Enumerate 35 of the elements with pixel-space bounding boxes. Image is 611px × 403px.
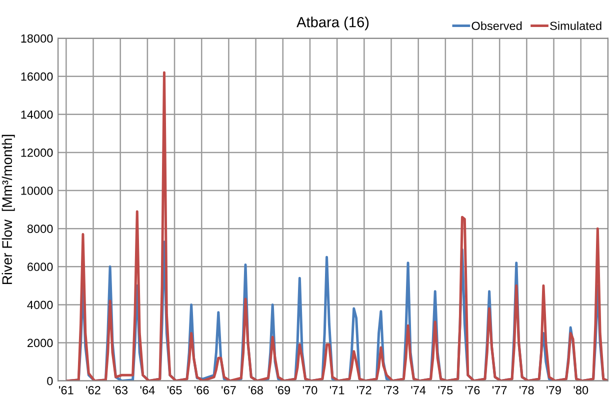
- x-tick-label: '69: [276, 386, 290, 394]
- y-tick-label: 18000: [21, 34, 53, 43]
- x-tick-label: '63: [113, 386, 128, 394]
- y-tick-label: 2000: [28, 338, 53, 348]
- x-tick-label: '72: [357, 386, 372, 394]
- line-series: [66, 71, 608, 381]
- x-tick-label: '71: [330, 386, 344, 394]
- chart-title: Atbara (16): [296, 16, 369, 30]
- x-tick-label: '65: [167, 386, 182, 394]
- y-tick-label: 8000: [27, 224, 53, 233]
- x-tick-label: '80: [574, 386, 588, 394]
- x-tick-label: '62: [86, 386, 100, 394]
- x-tick-label: '66: [194, 386, 209, 394]
- x-tick-label: '78: [520, 386, 534, 394]
- x-tick-label: '67: [222, 386, 236, 394]
- y-tick-label: 16000: [21, 72, 53, 81]
- x-tick-label: '73: [384, 386, 398, 394]
- legend-label: Simulated: [550, 21, 602, 30]
- x-tick-label: '70: [302, 386, 318, 394]
- x-tick-label: '76: [465, 386, 480, 394]
- x-tick-label: '64: [140, 386, 155, 394]
- x-tick-label: '77: [492, 386, 507, 394]
- y-axis-title: River Flow [Mm³/month]: [2, 134, 15, 284]
- x-tick-label: '68: [248, 386, 263, 394]
- y-tick-label: 6000: [28, 262, 53, 272]
- x-tick-label: '75: [438, 386, 453, 394]
- x-tick-label: '74: [411, 386, 426, 394]
- legend-label: Observed: [472, 21, 522, 30]
- y-tick-label: 12000: [21, 148, 53, 157]
- x-tick-label: '79: [546, 386, 561, 394]
- y-tick-label: 4000: [27, 300, 53, 310]
- y-tick-label: 14000: [21, 110, 53, 119]
- x-tick-label: '61: [59, 386, 74, 394]
- y-tick-label: 0: [47, 376, 53, 386]
- y-tick-label: 10000: [21, 186, 53, 195]
